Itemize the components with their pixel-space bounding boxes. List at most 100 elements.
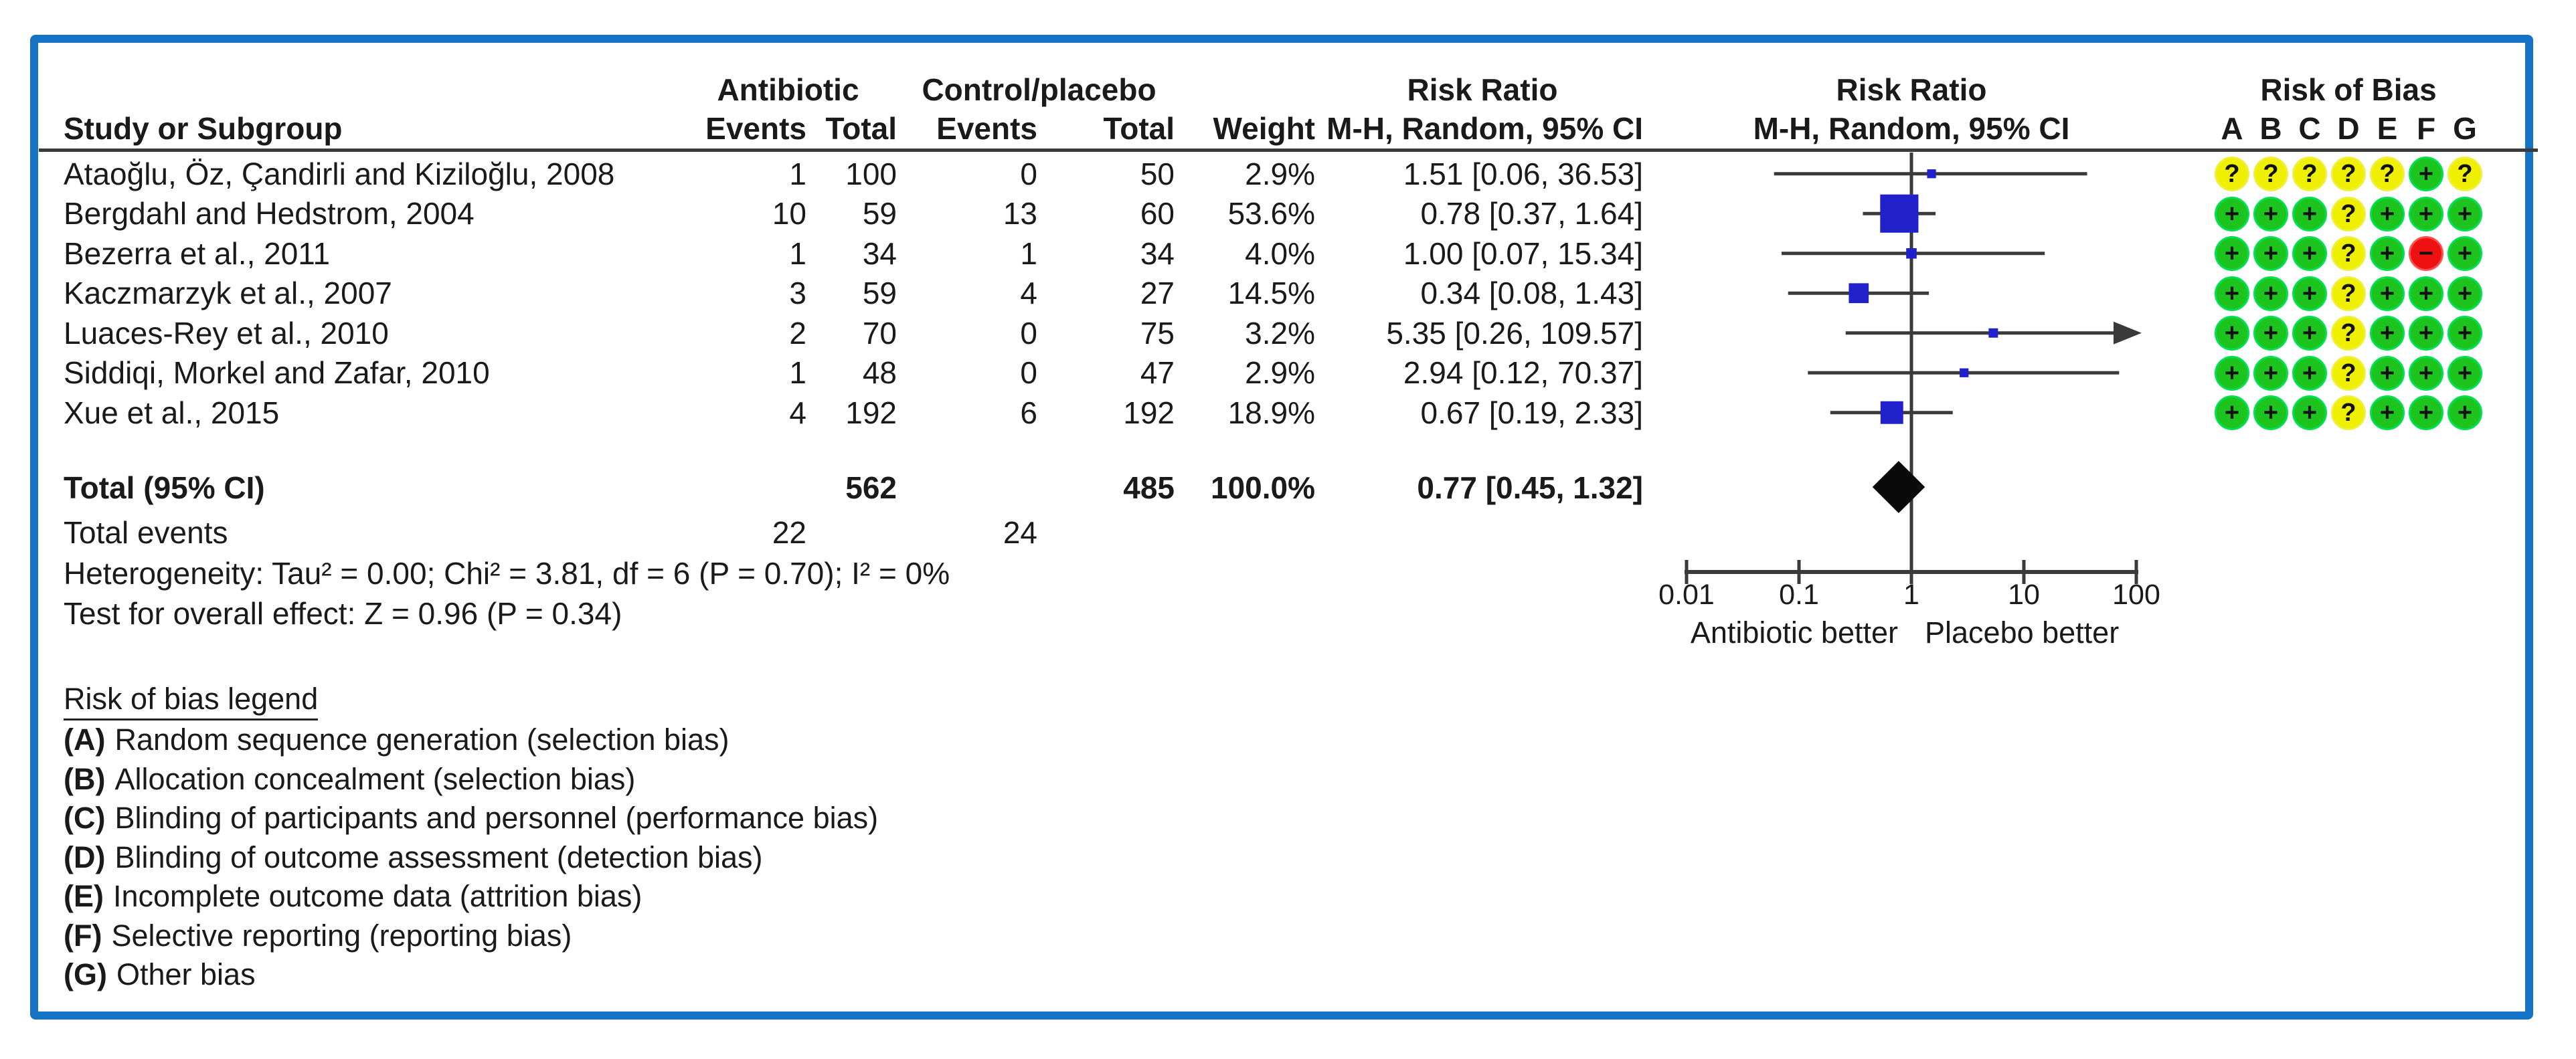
legend-item-text: Random sequence generation (selection bi…	[114, 723, 729, 757]
weight-value: 4.0%	[1245, 235, 1315, 271]
rob-unclear-risk-icon: ?	[2331, 316, 2366, 351]
rob-low-risk-icon: +	[2409, 355, 2443, 391]
rob-low-risk-icon: +	[2409, 157, 2443, 191]
rob-low-risk-icon: +	[2253, 316, 2288, 351]
legend-item-key: (F)	[64, 918, 102, 953]
antibiotic-events-value: 1	[789, 355, 806, 391]
rr-ci-value: 2.94 [0.12, 70.37]	[1403, 355, 1643, 391]
rob-low-risk-icon: +	[2448, 196, 2482, 231]
control-total-value: 192	[1123, 395, 1175, 430]
rr-ci-value: 0.67 [0.19, 2.33]	[1420, 395, 1644, 430]
rob-unclear-risk-icon: ?	[2215, 157, 2249, 191]
rr-ci-value: 0.78 [0.37, 1.64]	[1420, 196, 1644, 231]
axis-tick-label: 100	[2112, 578, 2160, 611]
rob-low-risk-icon: +	[2370, 276, 2405, 311]
header-study-col: Study or Subgroup	[64, 111, 343, 146]
legend-item-text: Blinding of participants and personnel (…	[114, 801, 879, 836]
rob-low-risk-icon: +	[2370, 395, 2405, 430]
rob-low-risk-icon: +	[2409, 276, 2443, 311]
legend-item: (B) Allocation concealment (selection bi…	[64, 760, 878, 799]
weight-value: 18.9%	[1227, 395, 1315, 430]
study-row: Ataoğlu, Öz, Çandirli and Kiziloğlu, 200…	[0, 154, 2576, 194]
legend-item: (D) Blinding of outcome assessment (dete…	[64, 838, 878, 878]
header-rr-ci-text: M-H, Random, 95% CI	[1326, 111, 1643, 146]
rob-unclear-risk-icon: ?	[2331, 157, 2366, 191]
study-row: Xue et al., 2015 4 192 6 192 18.9% 0.67 …	[0, 393, 2576, 433]
rob-low-risk-icon: +	[2370, 316, 2405, 351]
rob-low-risk-icon: +	[2215, 196, 2249, 231]
rr-ci-value: 0.34 [0.08, 1.43]	[1420, 276, 1644, 311]
header-risk-ratio-plot: Risk Ratio	[1836, 72, 1987, 107]
total-events-row: Total events 22 24	[0, 512, 2576, 553]
rob-low-risk-icon: +	[2253, 395, 2288, 430]
rob-low-risk-icon: +	[2215, 355, 2249, 391]
antibiotic-total-value: 34	[862, 235, 897, 271]
legend-item-text: Blinding of outcome assessment (detectio…	[114, 840, 763, 874]
header-antibiotic-group: Antibiotic	[717, 72, 859, 107]
axis-tick-label: 10	[2008, 578, 2040, 611]
weight-value: 53.6%	[1227, 196, 1315, 231]
axis-left-label: Antibiotic better	[1690, 615, 1898, 650]
legend-item-key: (G)	[64, 957, 107, 992]
rob-unclear-risk-icon: ?	[2331, 276, 2366, 311]
rob-low-risk-icon: +	[2370, 236, 2405, 271]
total-row: Total (95% CI) 562 485 100.0% 0.77 [0.45…	[0, 468, 2576, 508]
header-weight: Weight	[1213, 111, 1315, 146]
legend-item-key: (E)	[64, 879, 104, 914]
axis-tick-label: 0.01	[1658, 578, 1715, 611]
study-name: Xue et al., 2015	[64, 395, 280, 430]
legend-item: (A) Random sequence generation (selectio…	[64, 720, 878, 760]
rob-unclear-risk-icon: ?	[2292, 157, 2327, 191]
legend-item-key: (A)	[64, 723, 106, 757]
study-row: Bezerra et al., 2011 1 34 1 34 4.0% 1.00…	[0, 233, 2576, 274]
rob-low-risk-icon: +	[2448, 276, 2482, 311]
study-row: Luaces-Rey et al., 2010 2 70 0 75 3.2% 5…	[0, 313, 2576, 353]
total-events-control: 24	[1003, 514, 1037, 550]
axis-tick-label: 1	[1903, 578, 1919, 611]
antibiotic-events-value: 10	[772, 196, 806, 231]
study-name: Ataoğlu, Öz, Çandirli and Kiziloğlu, 200…	[64, 156, 615, 191]
control-total-value: 34	[1140, 235, 1175, 271]
rob-low-risk-icon: +	[2292, 276, 2327, 311]
rob-unclear-risk-icon: ?	[2448, 157, 2482, 191]
control-total-value: 27	[1140, 276, 1175, 311]
header-row-columns: Study or Subgroup Events Total Events To…	[0, 109, 2576, 148]
header-antibiotic-total: Total	[825, 111, 897, 146]
antibiotic-total-value: 59	[862, 276, 897, 311]
total-events-antibiotic: 22	[772, 514, 806, 550]
rob-low-risk-icon: +	[2292, 355, 2327, 391]
study-row: Siddiqi, Morkel and Zafar, 2010 1 48 0 4…	[0, 353, 2576, 393]
rob-low-risk-icon: +	[2292, 395, 2327, 430]
rob-low-risk-icon: +	[2409, 395, 2443, 430]
study-name: Kaczmarzyk et al., 2007	[64, 276, 392, 311]
control-events-value: 1	[1020, 235, 1037, 271]
rob-low-risk-icon: +	[2292, 236, 2327, 271]
antibiotic-events-value: 3	[789, 276, 806, 311]
antibiotic-events-value: 1	[789, 156, 806, 191]
legend-item: (G) Other bias	[64, 955, 878, 995]
header-row-groups: Antibiotic Control/placebo Risk Ratio Ri…	[0, 70, 2576, 109]
rob-unclear-risk-icon: ?	[2331, 395, 2366, 430]
axis-right-label: Placebo better	[1925, 615, 2120, 650]
rob-low-risk-icon: +	[2215, 395, 2249, 430]
weight-value: 2.9%	[1245, 355, 1315, 391]
rob-low-risk-icon: +	[2253, 355, 2288, 391]
header-risk-of-bias: Risk of Bias	[2260, 72, 2437, 107]
legend-title: Risk of bias legend	[64, 681, 319, 720]
rob-low-risk-icon: +	[2448, 395, 2482, 430]
rob-low-risk-icon: +	[2253, 196, 2288, 231]
rob-column-letter: C	[2298, 111, 2321, 146]
total-antibiotic-n: 562	[845, 470, 897, 505]
legend-item: (F) Selective reporting (reporting bias)	[64, 917, 878, 956]
rob-column-letter: D	[2337, 111, 2360, 146]
header-antibiotic-events: Events	[705, 111, 806, 146]
control-total-value: 50	[1140, 156, 1175, 191]
study-row: Kaczmarzyk et al., 2007 3 59 4 27 14.5% …	[0, 274, 2576, 314]
study-name: Siddiqi, Morkel and Zafar, 2010	[64, 355, 490, 391]
control-events-value: 0	[1020, 315, 1037, 351]
header-control-group: Control/placebo	[922, 72, 1156, 107]
total-rr-ci: 0.77 [0.45, 1.32]	[1417, 470, 1643, 505]
rob-unclear-risk-icon: ?	[2331, 196, 2366, 231]
rr-ci-value: 1.51 [0.06, 36.53]	[1403, 156, 1643, 191]
